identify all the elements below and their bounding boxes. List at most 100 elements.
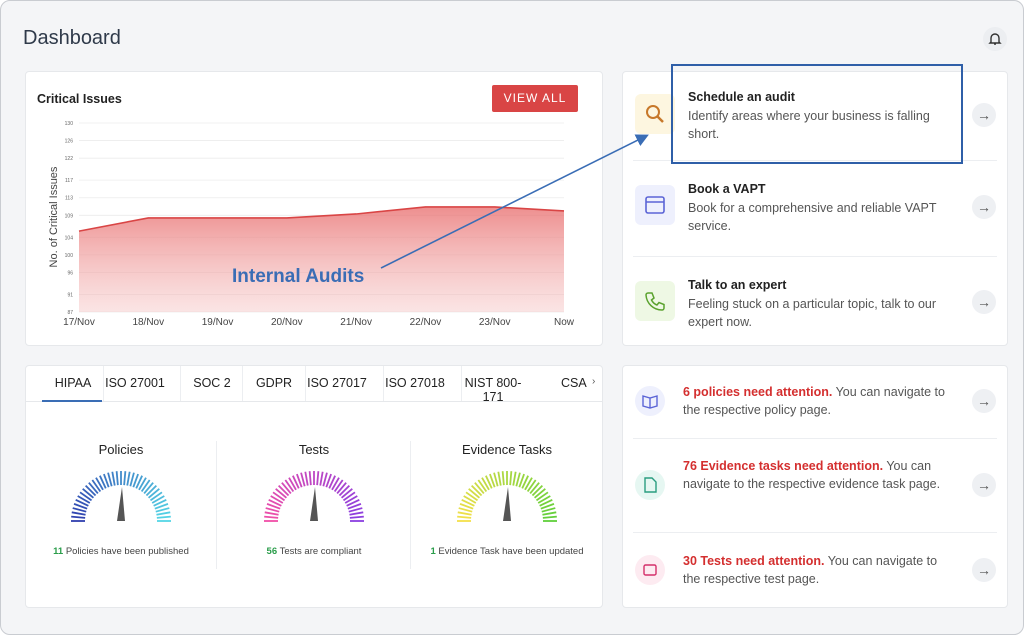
- gauge-tick: [126, 471, 131, 486]
- gauge-tick: [73, 503, 88, 510]
- gauge-tick: [493, 472, 499, 487]
- alert-highlight: 6 policies need attention.: [683, 385, 833, 399]
- separator: [633, 532, 997, 533]
- gauge-needle: [310, 487, 318, 521]
- gauge-tick: [147, 488, 160, 499]
- gauge-tick: [322, 472, 328, 487]
- go-button[interactable]: →: [972, 389, 996, 413]
- count: 11: [53, 546, 64, 557]
- gauge-tick: [300, 472, 306, 487]
- file-icon: [635, 470, 665, 500]
- gauge-caption: 1 Evidence Task have been updated: [412, 546, 602, 557]
- alert-detail: You can navigate to the respective evide…: [683, 459, 941, 491]
- gauge-tick: [461, 499, 475, 507]
- gauge-tick: [145, 485, 157, 497]
- caption-text: Evidence Task have been updated: [438, 546, 584, 557]
- alert-text: 6 policies need attention. You can navig…: [683, 383, 953, 419]
- gauge-tick: [71, 515, 86, 519]
- gauge-tick: [518, 473, 525, 488]
- gauge-tick: [296, 473, 303, 488]
- gauge-tick: [457, 511, 472, 516]
- gauge-tick: [542, 515, 557, 519]
- tab-separator: [103, 366, 104, 401]
- gauge-tick: [489, 473, 496, 488]
- tab[interactable]: ISO 27001: [105, 376, 165, 390]
- gauge-tick: [268, 499, 282, 507]
- gauge-tick: [535, 491, 549, 502]
- search-icon: [635, 94, 675, 134]
- action-title: Talk to an expert: [688, 278, 787, 292]
- gauge-tick: [155, 507, 170, 513]
- gauge-tick: [529, 482, 540, 495]
- go-button[interactable]: →: [972, 103, 996, 127]
- gauge-title: Policies: [98, 442, 144, 457]
- tab[interactable]: CSA: [561, 376, 587, 390]
- gauge-tick: [468, 488, 481, 499]
- action-item[interactable]: Schedule an audit Identify areas where y…: [623, 72, 1007, 160]
- gauge-tick: [349, 511, 364, 516]
- caption-text: Policies have been published: [65, 546, 189, 557]
- go-button[interactable]: →: [972, 290, 996, 314]
- tab[interactable]: ISO 27018: [385, 376, 445, 390]
- gauge-tick: [292, 475, 300, 489]
- tab[interactable]: NIST 800-171: [464, 376, 522, 404]
- bell-button[interactable]: [983, 27, 1007, 51]
- gauge-tick: [151, 495, 165, 504]
- tab[interactable]: SOC 2: [193, 376, 231, 390]
- gauge-tick: [132, 473, 139, 488]
- separator: [216, 441, 217, 569]
- gauge-tick: [140, 479, 151, 493]
- gauge-tick: [264, 511, 279, 516]
- gauge-tick: [316, 471, 320, 486]
- gauge-tick: [281, 482, 292, 495]
- gauge-tick: [266, 503, 281, 510]
- gauge-tick: [349, 515, 364, 519]
- gauge-tick: [88, 482, 99, 495]
- gauge-tick: [346, 499, 360, 507]
- gauge-tick: [540, 503, 555, 510]
- view-all-button[interactable]: VIEW ALL: [492, 85, 578, 112]
- gauge-tick: [465, 491, 479, 502]
- gauge-tick: [336, 482, 347, 495]
- go-button[interactable]: →: [972, 195, 996, 219]
- action-description: Book for a comprehensive and reliable VA…: [688, 201, 937, 233]
- tab[interactable]: HIPAA: [54, 376, 92, 390]
- gauge-tick: [72, 507, 87, 513]
- go-button[interactable]: →: [972, 473, 996, 497]
- gauge-tick: [521, 475, 529, 489]
- action-description: Identify areas where your business is fa…: [688, 109, 930, 141]
- gauge-tick: [526, 479, 537, 493]
- gauge-tick: [304, 471, 309, 486]
- tab-separator: [305, 366, 306, 401]
- alert-text: 30 Tests need attention. You can navigat…: [683, 552, 953, 588]
- gauge-tick: [75, 499, 89, 507]
- gauge-tick: [485, 475, 493, 489]
- tab[interactable]: GDPR: [255, 376, 293, 390]
- action-item[interactable]: Talk to an expert Feeling stuck on a par…: [623, 257, 1007, 345]
- action-item[interactable]: Book a VAPT Book for a comprehensive and…: [623, 161, 1007, 256]
- gauge-tick: [79, 491, 93, 502]
- gauge-tick: [156, 511, 171, 516]
- tab-separator: [461, 366, 462, 401]
- book-icon: [635, 386, 665, 416]
- action-title: Schedule an audit: [688, 90, 795, 104]
- scroll-indicator: ›: [592, 376, 596, 387]
- gauge-tick: [463, 495, 477, 504]
- tab[interactable]: ISO 27017: [307, 376, 367, 390]
- tab-border: [26, 401, 602, 402]
- go-button[interactable]: →: [972, 558, 996, 582]
- tab-separator: [180, 366, 181, 401]
- gauge-tick: [342, 491, 356, 502]
- gauge-tick: [288, 477, 297, 491]
- alert-text: 76 Evidence tasks need attention. You ca…: [683, 457, 953, 493]
- gauge-tick: [99, 475, 107, 489]
- separator: [410, 441, 411, 569]
- gauge-tick: [531, 485, 543, 497]
- gauge-tick: [509, 471, 513, 486]
- code-icon: [635, 555, 665, 585]
- action-title: Book a VAPT: [688, 182, 766, 196]
- page-title: Dashboard: [23, 27, 121, 49]
- gauge-tick: [338, 485, 350, 497]
- gauge-tick: [270, 495, 284, 504]
- gauge-tick: [533, 488, 546, 499]
